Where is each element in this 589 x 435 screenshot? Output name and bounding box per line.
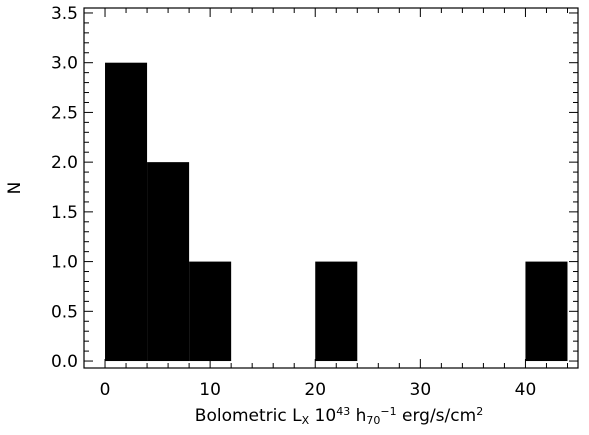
x-tick-label: 40 [515, 380, 537, 400]
x-axis-label-part-6: −1 [380, 405, 396, 418]
x-axis-label-part-8: 2 [476, 405, 483, 418]
y-axis-label: N [5, 182, 25, 195]
x-axis-label-part-5: 70 [366, 414, 380, 427]
x-axis-label-part-3: 43 [336, 405, 350, 418]
histogram-bar-1 [147, 162, 190, 362]
histogram-bar-3 [315, 261, 358, 362]
tick-labels-layer: 0 10 20 30 40 0.0 0.5 1.0 1.5 2.0 2.5 3.0 3.5 [51, 4, 536, 400]
x-axis-label-part-1: X [302, 414, 310, 427]
x-axis-label-part-4: h [350, 406, 366, 426]
y-tick-label: 3.5 [51, 4, 78, 24]
bars-layer [105, 62, 568, 362]
x-tick-label: 30 [410, 380, 432, 400]
y-tick-label: 2.0 [51, 153, 78, 173]
x-tick-label: 20 [304, 380, 326, 400]
y-tick-label: 0.5 [51, 302, 78, 322]
x-axis-label-part-0: Bolometric L [195, 406, 302, 426]
histogram-bar-0 [105, 62, 148, 362]
x-axis-label: Bolometric LX 1043 h70−1 erg/s/cm2 [195, 405, 483, 427]
plot-frame [83, 7, 579, 369]
ticks-layer [83, 8, 578, 368]
x-tick-label: 0 [100, 380, 111, 400]
x-axis-label-part-7: erg/s/cm [397, 406, 477, 426]
x-axis-label-part-2: 10 [309, 406, 336, 426]
y-tick-label: 1.0 [51, 253, 78, 273]
y-tick-label: 1.5 [51, 203, 78, 223]
histogram-bar-4 [525, 261, 568, 362]
x-tick-label: 10 [199, 380, 221, 400]
y-tick-label: 2.5 [51, 103, 78, 123]
y-tick-label: 0.0 [51, 352, 78, 372]
y-tick-label: 3.0 [51, 54, 78, 74]
histogram-bar-2 [189, 261, 232, 362]
